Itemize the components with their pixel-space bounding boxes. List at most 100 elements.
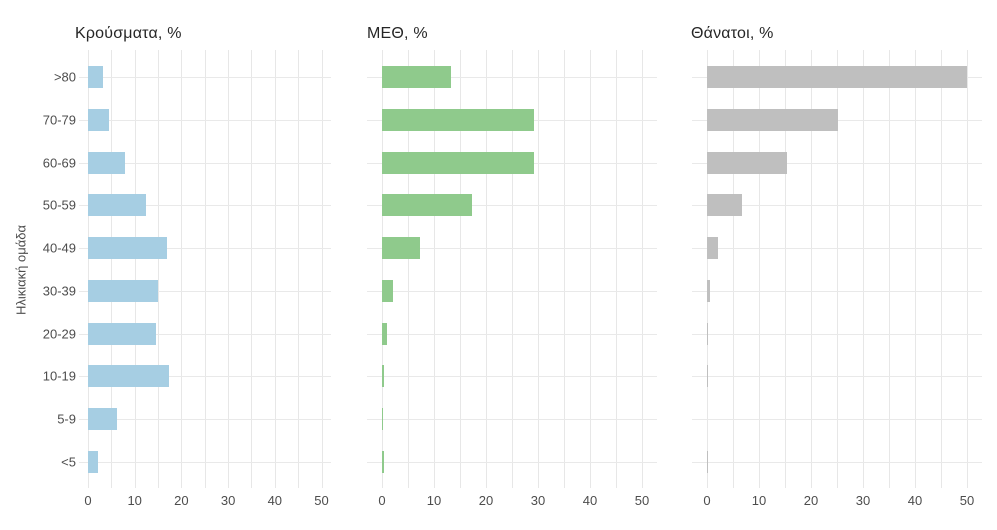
vertical-gridline — [88, 50, 89, 488]
bar — [707, 365, 708, 388]
horizontal-gridline — [367, 248, 657, 250]
x-tick-label: 10 — [127, 493, 142, 508]
category-row — [79, 184, 331, 227]
x-tick-label: 10 — [426, 493, 442, 508]
x-tick-label: 0 — [378, 493, 386, 508]
bar — [382, 109, 534, 132]
vertical-gridline — [111, 50, 113, 488]
vertical-gridline — [460, 50, 461, 488]
horizontal-gridline — [79, 205, 331, 207]
y-tick-label: 10-19 — [42, 368, 76, 384]
category-row — [367, 184, 657, 227]
y-axis-title-text: Ηλικιακή ομάδα — [13, 224, 29, 316]
horizontal-gridline — [692, 162, 982, 164]
vertical-gridline — [590, 50, 591, 488]
y-tick-label: 70-79 — [42, 112, 76, 128]
bar — [88, 109, 110, 132]
horizontal-gridline — [692, 290, 982, 292]
vertical-gridline — [616, 50, 617, 488]
x-tick-label: 40 — [907, 493, 923, 508]
vertical-gridline — [512, 50, 513, 488]
bar — [382, 450, 384, 473]
category-row — [79, 227, 331, 270]
category-row — [692, 141, 982, 184]
vertical-gridline — [564, 50, 565, 488]
horizontal-gridline — [367, 418, 657, 420]
category-row — [79, 312, 331, 355]
vertical-gridline — [837, 50, 838, 488]
horizontal-gridline — [692, 205, 982, 207]
vertical-gridline — [733, 50, 734, 488]
bar — [707, 237, 718, 260]
horizontal-gridline — [79, 162, 331, 164]
category-row — [367, 355, 657, 398]
vertical-gridline — [134, 50, 136, 488]
horizontal-gridline — [367, 205, 657, 207]
bar — [707, 194, 743, 217]
bar — [382, 194, 473, 217]
bar — [382, 151, 534, 174]
vertical-gridline — [811, 50, 812, 488]
category-row — [367, 312, 657, 355]
panel-title-icu: ΜΕΘ, % — [367, 25, 428, 42]
vertical-gridline — [321, 50, 323, 488]
category-row — [79, 270, 331, 313]
vertical-gridline — [967, 50, 968, 488]
bar — [88, 407, 118, 430]
y-tick-label: 60-69 — [42, 155, 76, 171]
category-row — [692, 398, 982, 441]
bar — [707, 66, 967, 89]
x-tick-label: 50 — [634, 493, 650, 508]
vertical-gridline — [486, 50, 487, 488]
bar — [382, 66, 452, 89]
horizontal-gridline — [692, 333, 982, 335]
horizontal-gridline — [79, 461, 331, 463]
horizontal-gridline — [692, 248, 982, 250]
panel-title-deaths: Θάνατοι, % — [691, 25, 774, 42]
horizontal-gridline — [367, 77, 657, 79]
category-row — [79, 440, 331, 483]
x-tick-label: 0 — [84, 493, 92, 508]
x-tick-label: 30 — [855, 493, 871, 508]
category-row — [367, 270, 657, 313]
vertical-gridline — [158, 50, 160, 488]
x-tick-label: 50 — [314, 493, 329, 508]
x-tick-label: 20 — [803, 493, 819, 508]
bar — [707, 450, 708, 473]
y-axis-tick-labels: >80 70-79 60-69 50-59 40-49 30-39 20-29 10-19 5-… — [30, 50, 76, 488]
category-row — [79, 56, 331, 99]
bar — [88, 365, 169, 388]
bar — [88, 194, 147, 217]
horizontal-gridline — [367, 461, 657, 463]
horizontal-gridline — [367, 376, 657, 378]
x-tick-label: 20 — [174, 493, 189, 508]
bar — [88, 66, 103, 89]
horizontal-gridline — [692, 376, 982, 378]
category-row — [367, 56, 657, 99]
horizontal-gridline — [692, 418, 982, 420]
bar — [88, 237, 168, 260]
horizontal-gridline — [692, 461, 982, 463]
bar — [707, 151, 788, 174]
horizontal-gridline — [79, 77, 331, 79]
bar — [382, 279, 394, 302]
bar — [382, 322, 388, 345]
category-row — [692, 56, 982, 99]
category-row — [367, 440, 657, 483]
vertical-gridline — [204, 50, 206, 488]
vertical-gridline — [408, 50, 409, 488]
category-row — [367, 227, 657, 270]
vertical-gridline — [941, 50, 942, 488]
x-tick-label: 0 — [703, 493, 711, 508]
vertical-gridline — [785, 50, 786, 488]
x-tick-label: 40 — [582, 493, 598, 508]
vertical-gridline — [707, 50, 708, 488]
category-row — [79, 99, 331, 142]
horizontal-gridline — [79, 418, 331, 420]
bar — [382, 237, 420, 260]
category-row — [692, 99, 982, 142]
bar — [382, 365, 385, 388]
vertical-gridline — [889, 50, 890, 488]
category-row — [367, 141, 657, 184]
